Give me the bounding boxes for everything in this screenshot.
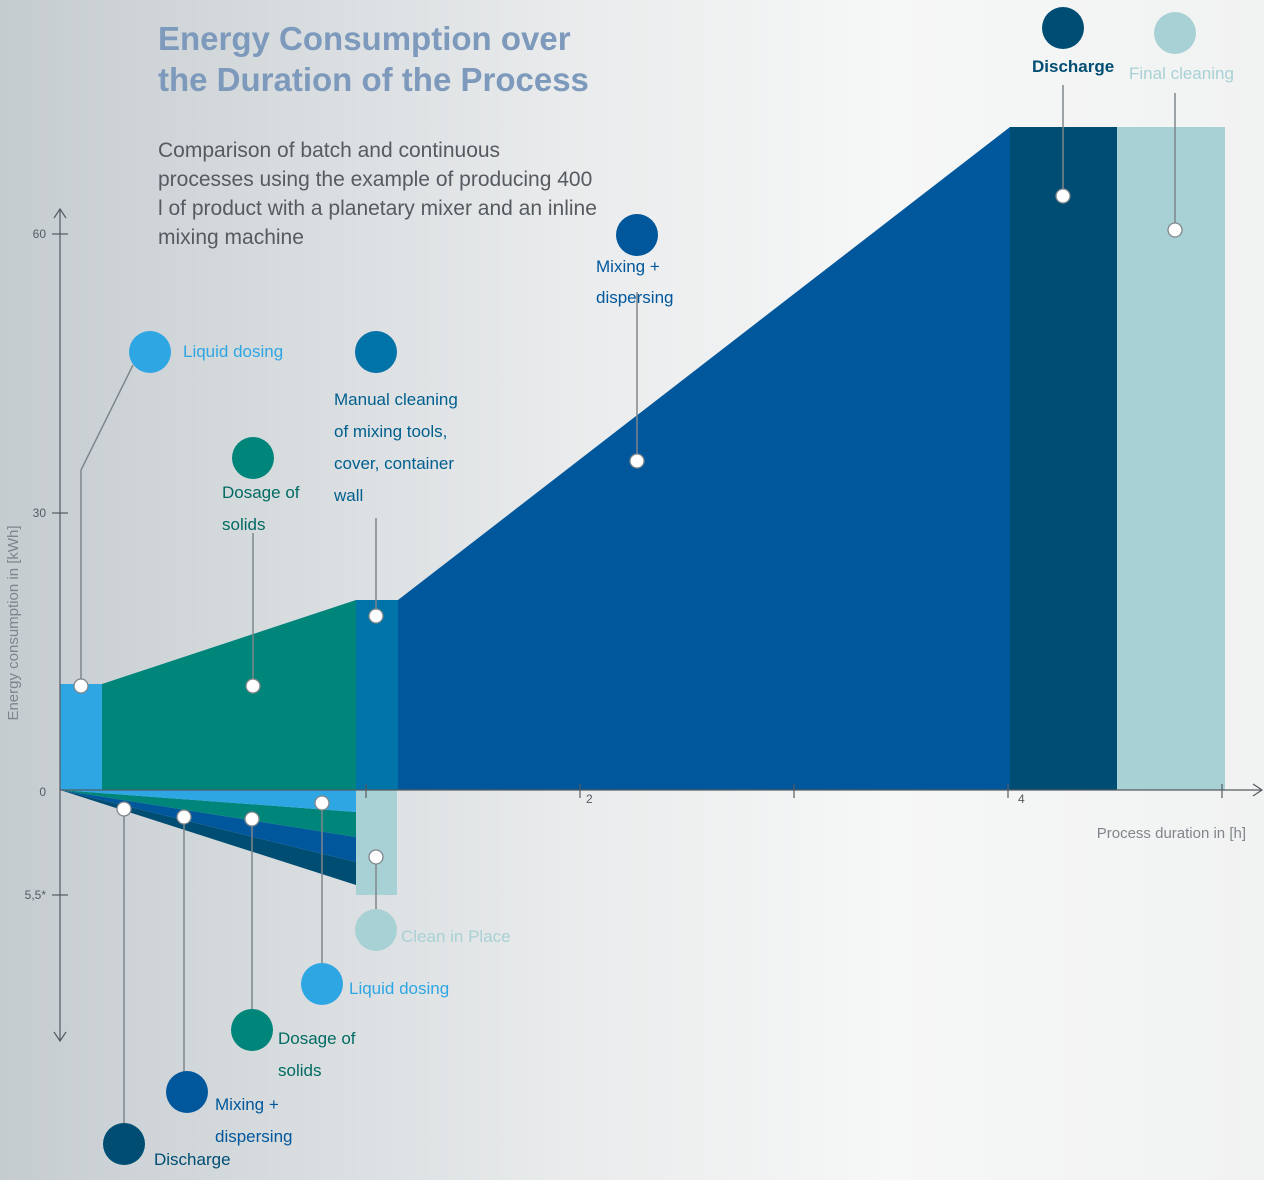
- anchor-cont-discharge: [116, 801, 132, 817]
- marker-cont-dosage-solids: [231, 1009, 273, 1051]
- continuous-area-clean-in-place: [356, 790, 397, 895]
- y-tick-label-neg: 5,5*: [25, 888, 47, 902]
- label-batch-discharge: Discharge: [1032, 57, 1114, 76]
- marker-batch-liquid-dosing: [129, 331, 171, 373]
- chart-title: Energy Consumption over the Duration of …: [158, 20, 589, 98]
- y-tick-label-30: 30: [33, 506, 47, 520]
- y-axis-title: Energy consumption in [kWh]: [5, 525, 22, 720]
- label-batch-final-cleaning: Final cleaning: [1129, 64, 1234, 83]
- anchor-batch-manual-cleaning: [368, 608, 384, 624]
- batch-area-dosage-solids: [102, 600, 356, 790]
- batch-area-mixing-dispersing: [398, 127, 1010, 790]
- marker-batch-dosage-solids: [232, 437, 274, 479]
- anchor-cont-clean-in-place: [368, 849, 384, 865]
- y-tick-label-0: 0: [39, 785, 46, 799]
- axes: [52, 207, 1264, 1043]
- label-batch-manual-cleaning-3: cover, container: [334, 454, 454, 473]
- label-cont-mixing-2: dispersing: [215, 1127, 293, 1146]
- y-axis-arrow-bottom: [53, 1031, 67, 1043]
- x-tick-label-4: 4: [1018, 792, 1025, 806]
- label-cont-liquid-dosing: Liquid dosing: [349, 979, 449, 998]
- anchor-cont-mixing: [176, 809, 192, 825]
- batch-area-final-cleaning: [1117, 127, 1225, 790]
- marker-circles: [103, 7, 1196, 1165]
- anchor-batch-discharge: [1055, 188, 1071, 204]
- continuous-area-mixing-dispersing: [60, 790, 356, 862]
- marker-batch-manual-cleaning: [355, 331, 397, 373]
- marker-cont-clean-in-place: [355, 909, 397, 951]
- marker-cont-discharge: [103, 1123, 145, 1165]
- leader-batch-liquid-dosing: [80, 364, 134, 686]
- x-axis-title: Process duration in [h]: [1097, 825, 1246, 842]
- batch-area-discharge: [1010, 127, 1117, 790]
- anchor-batch-mixing: [629, 453, 645, 469]
- label-batch-manual-cleaning-2: of mixing tools,: [334, 422, 447, 441]
- marker-batch-mixing: [616, 214, 658, 256]
- label-cont-clean-in-place: Clean in Place: [401, 927, 511, 946]
- batch-area-manual-cleaning: [356, 600, 398, 790]
- continuous-area-discharge: [60, 790, 356, 885]
- x-tick-label-2: 2: [586, 792, 593, 806]
- label-cont-mixing-1: Mixing +: [215, 1095, 279, 1114]
- label-cont-dosage-solids-1: Dosage of: [278, 1029, 356, 1048]
- label-cont-dosage-solids-2: solids: [278, 1061, 321, 1080]
- marker-cont-liquid-dosing: [301, 963, 343, 1005]
- marker-batch-final-cleaning: [1154, 12, 1196, 54]
- anchor-cont-dosage-solids: [244, 811, 260, 827]
- marker-batch-discharge: [1042, 7, 1084, 49]
- label-batch-manual-cleaning-1: Manual cleaning: [334, 390, 458, 409]
- batch-area-liquid-dosing: [60, 684, 102, 790]
- label-cont-discharge: Discharge: [154, 1150, 231, 1169]
- marker-cont-mixing: [166, 1071, 208, 1113]
- continuous-area-dosage-solids: [60, 790, 356, 837]
- label-batch-liquid-dosing: Liquid dosing: [183, 342, 283, 361]
- continuous-areas: [60, 790, 397, 895]
- label-batch-mixing-2: dispersing: [596, 288, 674, 307]
- x-axis-arrow: [1252, 783, 1264, 797]
- y-axis-arrow-top: [53, 207, 67, 219]
- anchor-batch-liquid-dosing: [73, 678, 89, 694]
- label-batch-manual-cleaning-4: wall: [333, 486, 363, 505]
- y-tick-label-60: 60: [33, 227, 47, 241]
- anchor-dots: [73, 188, 1183, 865]
- anchor-cont-liquid-dosing: [314, 795, 330, 811]
- label-batch-dosage-solids-1: Dosage of: [222, 483, 300, 502]
- continuous-area-liquid-dosing: [60, 790, 356, 812]
- leader-lines: [80, 85, 1176, 1125]
- batch-areas: [60, 127, 1225, 790]
- chart-subtitle: Comparison of batch and continuous proce…: [158, 139, 597, 249]
- anchor-batch-dosage-solids: [245, 678, 261, 694]
- anchor-batch-final-cleaning: [1167, 222, 1183, 238]
- label-batch-dosage-solids-2: solids: [222, 515, 265, 534]
- label-batch-mixing-1: Mixing +: [596, 257, 660, 276]
